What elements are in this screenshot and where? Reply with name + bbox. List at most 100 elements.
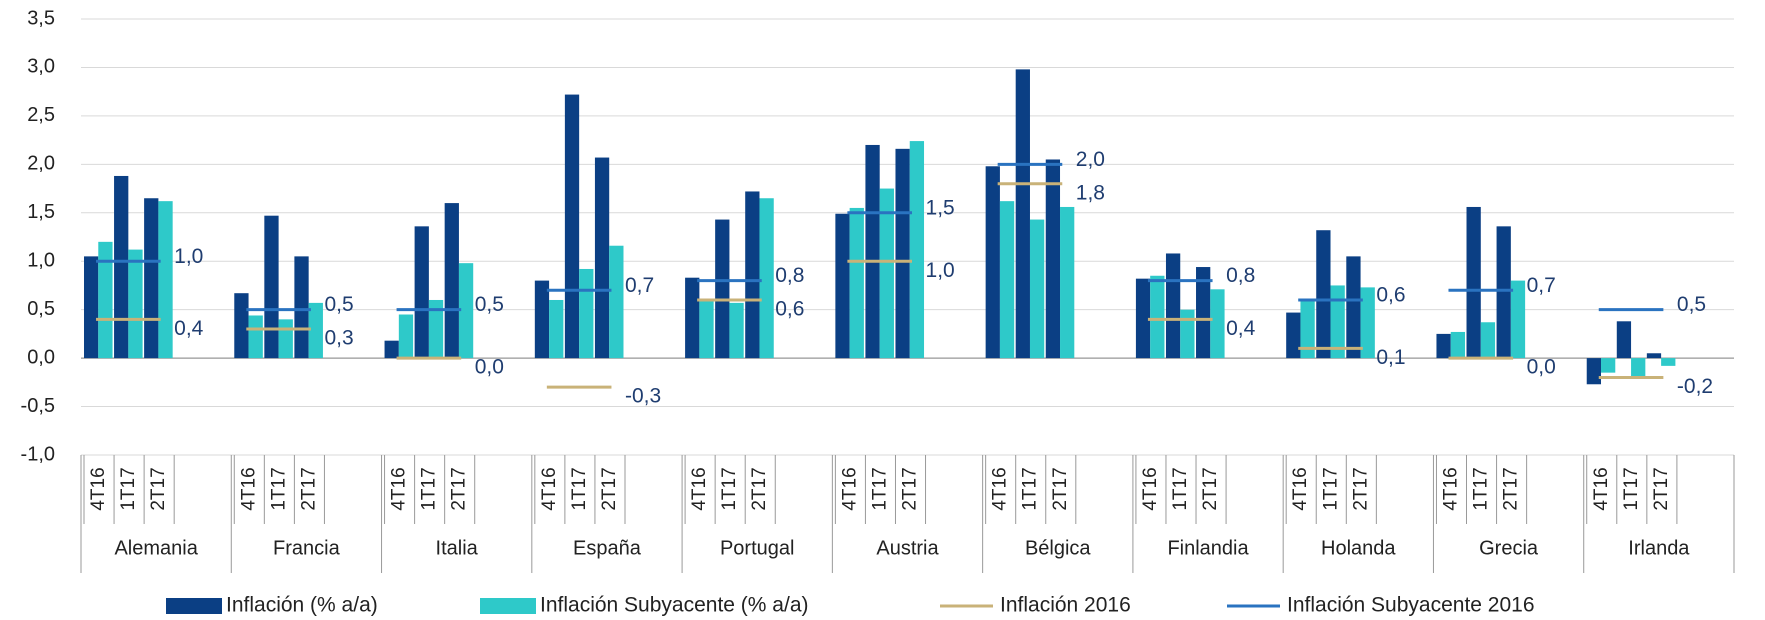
category-label: Portugal: [720, 537, 795, 559]
bar: [1196, 267, 1211, 359]
category-label: Alemania: [114, 537, 198, 559]
value-label: 0,5: [1677, 293, 1706, 316]
bar: [1480, 322, 1496, 359]
bar: [1330, 285, 1345, 359]
period-label: 1T17: [1320, 467, 1341, 510]
period-label: 2T17: [1350, 467, 1371, 510]
period-label: 1T17: [869, 467, 890, 510]
bar: [414, 226, 429, 359]
period-label: 1T17: [419, 467, 440, 510]
category-label: Finlandia: [1167, 537, 1249, 559]
period-label: 4T16: [539, 467, 560, 510]
bar: [849, 207, 864, 359]
bar: [1015, 69, 1030, 359]
period-label: 1T17: [1020, 467, 1041, 510]
bar: [729, 302, 744, 359]
bar: [158, 201, 173, 359]
bar: [685, 277, 700, 359]
value-label: 1,0: [926, 259, 955, 282]
value-label: 0,6: [1376, 284, 1405, 307]
bar: [534, 280, 550, 359]
period-label: 2T17: [1501, 467, 1522, 510]
legend-label: Inflación (% a/a): [226, 594, 378, 617]
value-label: 1,0: [174, 245, 203, 268]
period-label: 4T16: [689, 467, 710, 510]
bar: [1135, 278, 1151, 359]
bar: [428, 299, 444, 359]
value-label: 0,0: [475, 356, 504, 379]
bar: [1616, 321, 1632, 359]
bar: [84, 256, 99, 359]
value-label: 2,0: [1076, 148, 1105, 171]
value-label: 0,7: [625, 274, 654, 297]
bar: [609, 245, 624, 359]
value-label: 0,8: [1226, 264, 1255, 287]
bar: [1360, 287, 1375, 359]
legend-label: Inflación Subyacente 2016: [1287, 594, 1535, 617]
category-label: España: [573, 537, 642, 559]
bar: [1661, 358, 1676, 366]
bar: [549, 299, 564, 359]
bar: [1496, 226, 1511, 359]
bar: [308, 302, 323, 359]
bar: [264, 215, 279, 359]
value-label: -0,2: [1677, 375, 1713, 398]
bar: [835, 213, 850, 359]
legend-swatch: [480, 598, 536, 614]
bar: [1450, 331, 1466, 359]
bar: [879, 188, 894, 359]
value-label: 1,8: [1076, 181, 1105, 204]
bar: [1646, 353, 1662, 359]
y-tick-label: 1,0: [27, 250, 55, 272]
bar: [745, 191, 760, 359]
category-label: Holanda: [1321, 537, 1396, 559]
period-label: 4T16: [1140, 467, 1161, 510]
bar: [248, 315, 263, 359]
period-label: 2T17: [599, 467, 620, 510]
period-label: 4T16: [88, 467, 109, 510]
bar: [144, 198, 159, 359]
bar: [1316, 230, 1331, 359]
y-tick-label: 2,0: [27, 153, 55, 175]
period-label: 1T17: [1170, 467, 1191, 510]
period-label: 4T16: [1441, 467, 1462, 510]
period-label: 2T17: [749, 467, 770, 510]
y-tick-label: 0,0: [27, 346, 55, 368]
period-label: 1T17: [569, 467, 590, 510]
bar: [294, 256, 309, 359]
period-label: 2T17: [900, 467, 921, 510]
period-label: 4T16: [839, 467, 860, 510]
bar: [909, 141, 925, 359]
period-label: 4T16: [1290, 467, 1311, 510]
bar: [1346, 256, 1361, 359]
bar: [579, 268, 594, 359]
value-label: 0,4: [174, 317, 204, 340]
bar: [1210, 289, 1225, 359]
bar: [715, 219, 730, 359]
period-label: 4T16: [238, 467, 259, 510]
bar: [1150, 275, 1165, 359]
period-label: 2T17: [449, 467, 470, 510]
bar: [1286, 312, 1301, 359]
value-label: 1,5: [926, 196, 955, 219]
value-label: 0,3: [324, 327, 353, 350]
bar: [1045, 159, 1061, 359]
period-label: 2T17: [1200, 467, 1221, 510]
value-label: 0,5: [475, 293, 504, 316]
bar: [458, 263, 474, 359]
bar: [1510, 280, 1526, 359]
category-label: Grecia: [1479, 537, 1539, 559]
value-label: 0,5: [324, 293, 353, 316]
value-label: -0,3: [625, 385, 661, 408]
bar: [1436, 333, 1451, 359]
period-label: 2T17: [298, 467, 319, 510]
bar: [564, 94, 580, 359]
value-label: 0,4: [1226, 317, 1256, 340]
bar: [759, 198, 774, 359]
value-label: 0,7: [1527, 274, 1556, 297]
bar: [398, 314, 414, 359]
bar: [128, 249, 143, 359]
bar: [1631, 358, 1646, 378]
bar: [1165, 253, 1181, 359]
